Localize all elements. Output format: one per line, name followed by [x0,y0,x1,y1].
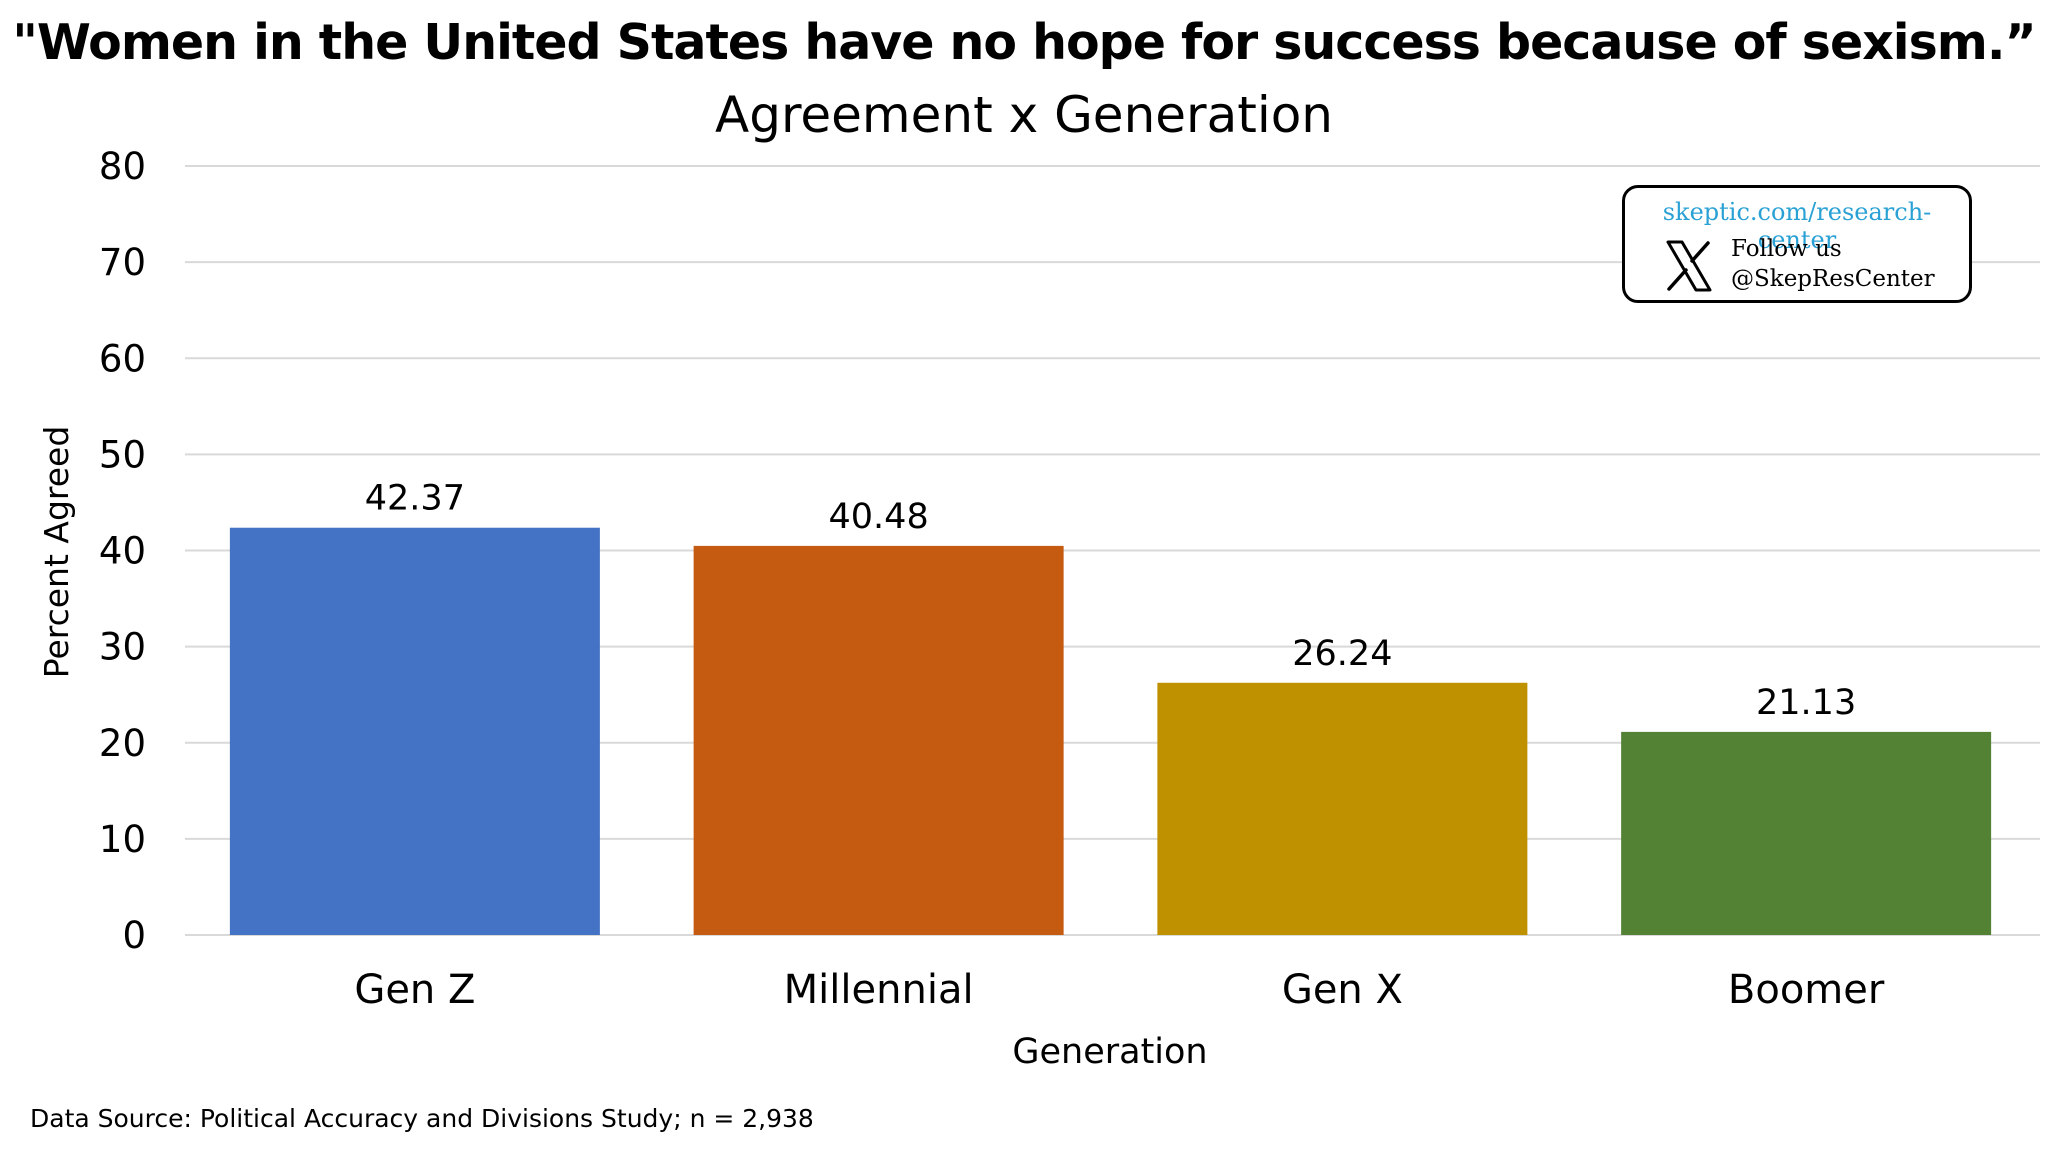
data-label: 21.13 [1756,683,1856,723]
data-label: 26.24 [1292,634,1392,674]
y-tick-label: 0 [122,914,146,957]
y-tick-label: 60 [99,337,146,380]
bar-gen-z [229,527,600,935]
y-tick-label: 20 [99,722,146,765]
y-axis-ticks: 0 10 20 30 40 50 60 70 80 [99,145,146,957]
x-logo-icon [1666,240,1712,292]
data-label: 40.48 [829,497,929,537]
x-tick-label: Millennial [784,967,974,1013]
x-tick-label: Gen Z [354,967,475,1013]
y-tick-label: 70 [99,241,146,284]
social-badge: skeptic.com/research-center Follow us @S… [1622,185,1972,303]
chart-subtitle: Agreement x Generation [715,86,1333,144]
bar-boomer [1621,731,1992,935]
chart-title: "Women in the United States have no hope… [12,14,2036,71]
y-tick-label: 80 [99,145,146,188]
data-source-note: Data Source: Political Accuracy and Divi… [30,1104,814,1133]
social-handle[interactable]: @SkepResCenter [1731,266,1935,292]
y-tick-label: 30 [99,626,146,669]
x-axis-label: Generation [1012,1032,1207,1072]
y-axis-label: Percent Agreed [37,426,76,679]
x-axis-ticks: Gen Z Millennial Gen X Boomer [354,967,1885,1013]
y-tick-label: 10 [99,818,146,861]
bar-millennial [693,545,1064,935]
bar-gen-x [1157,682,1528,935]
y-tick-label: 50 [99,433,146,476]
bars [229,527,1992,935]
research-center-link[interactable]: skeptic.com/research-center [1662,198,1932,254]
x-tick-label: Gen X [1282,967,1403,1013]
data-label: 42.37 [365,479,465,519]
follow-us-text: Follow us [1731,236,1842,262]
y-tick-label: 40 [99,530,146,573]
data-labels: 42.37 40.48 26.24 21.13 [365,479,1856,723]
x-tick-label: Boomer [1728,967,1885,1013]
